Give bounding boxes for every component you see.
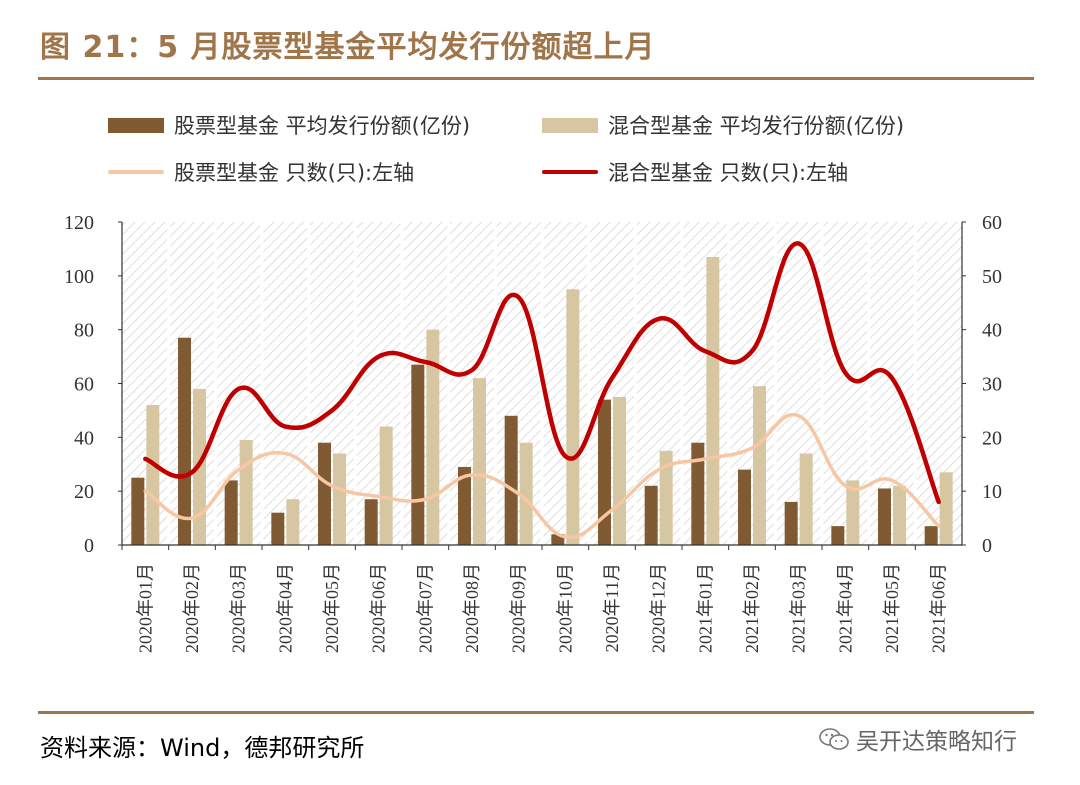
chart-title: 图 21：5 月股票型基金平均发行份额超上月 [40, 30, 656, 65]
bar-stock-issuance [598, 399, 611, 545]
bar-stock-issuance [551, 534, 565, 545]
x-tick-label: 2020年11月 [602, 563, 622, 652]
watermark: 吴开达策略知行 [818, 722, 1017, 756]
bar-stock-issuance [831, 526, 845, 545]
x-tick-label: 2020年04月 [275, 563, 295, 653]
x-tick-label: 2021年01月 [695, 563, 715, 653]
wechat-icon [819, 728, 849, 750]
x-tick-label: 2021年05月 [882, 563, 902, 653]
bar-mixed-issuance [473, 378, 486, 545]
bar-mixed-issuance [613, 396, 626, 545]
bar-mixed-issuance [659, 450, 673, 545]
bar-stock-issuance [784, 501, 798, 545]
bar-mixed-issuance [566, 289, 580, 545]
bar-mixed-issuance [706, 256, 720, 545]
x-tick-label: 2020年08月 [462, 563, 482, 653]
bar-stock-issuance [318, 442, 331, 545]
bar-stock-issuance [224, 480, 238, 545]
y-left-tick-label: 80 [74, 320, 94, 342]
bar-stock-issuance [878, 488, 891, 545]
y-right-tick-label: 20 [982, 427, 1002, 449]
line-stock-count [143, 412, 941, 539]
x-tick-label: 2020年09月 [509, 563, 529, 653]
x-tick-label: 2020年05月 [322, 563, 342, 653]
x-tick-label: 2020年03月 [229, 563, 249, 653]
bar-stock-issuance [411, 364, 425, 545]
line-mixed-count [143, 241, 941, 505]
y-right-tick-label: 30 [982, 374, 1002, 396]
bar-stock-issuance [458, 466, 471, 545]
x-tick-label: 2021年04月 [835, 563, 855, 653]
bar-stock-issuance [271, 512, 285, 545]
x-tick-label: 2020年10月 [555, 563, 575, 653]
bar-mixed-issuance [939, 472, 953, 545]
bar-stock-issuance [691, 442, 705, 545]
bar-stock-issuance [738, 469, 751, 545]
y-right-tick-label: 50 [982, 266, 1002, 288]
y-left-tick-label: 100 [64, 266, 94, 288]
bar-mixed-issuance [379, 426, 393, 545]
bar-mixed-issuance [426, 329, 440, 545]
y-left-tick-label: 40 [74, 427, 94, 449]
bar-stock-issuance [178, 337, 191, 545]
source-note: 资料来源：Wind，德邦研究所 [40, 734, 365, 762]
bar-mixed-issuance [519, 442, 533, 545]
x-tick-label: 2020年12月 [649, 563, 669, 653]
x-tick-label: 2021年03月 [789, 563, 809, 653]
bar-mixed-issuance [146, 405, 160, 545]
x-tick-label: 2020年07月 [415, 563, 435, 653]
bar-stock-issuance [364, 499, 378, 545]
x-tick-label: 2021年06月 [929, 563, 949, 653]
y-right-tick-label: 60 [982, 212, 1002, 234]
bar-mixed-issuance [753, 386, 766, 545]
y-left-tick-label: 60 [74, 374, 94, 396]
bar-mixed-issuance [286, 499, 300, 545]
y-right-tick-label: 40 [982, 320, 1002, 342]
x-tick-label: 2020年02月 [182, 563, 202, 653]
watermark-text: 吴开达策略知行 [856, 729, 1017, 755]
bar-stock-issuance [131, 477, 145, 545]
bar-stock-issuance [644, 485, 658, 545]
y-right-tick-label: 10 [982, 481, 1002, 503]
x-tick-label: 2021年02月 [742, 563, 762, 653]
bar-mixed-issuance [846, 480, 860, 545]
x-tick-label: 2020年06月 [369, 563, 389, 653]
y-left-tick-label: 0 [84, 535, 94, 557]
x-tick-label: 2020年01月 [135, 563, 155, 653]
title-rule [38, 77, 1034, 80]
bar-mixed-issuance [799, 453, 813, 545]
footer-rule [38, 711, 1034, 714]
bar-stock-issuance [924, 526, 938, 545]
bar-mixed-issuance [333, 453, 346, 545]
y-right-tick-label: 0 [982, 535, 992, 557]
bar-mixed-issuance [239, 440, 253, 545]
bar-stock-issuance [504, 415, 518, 545]
y-left-tick-label: 120 [64, 212, 94, 234]
y-left-tick-label: 20 [74, 481, 94, 503]
bar-mixed-issuance [893, 485, 906, 545]
